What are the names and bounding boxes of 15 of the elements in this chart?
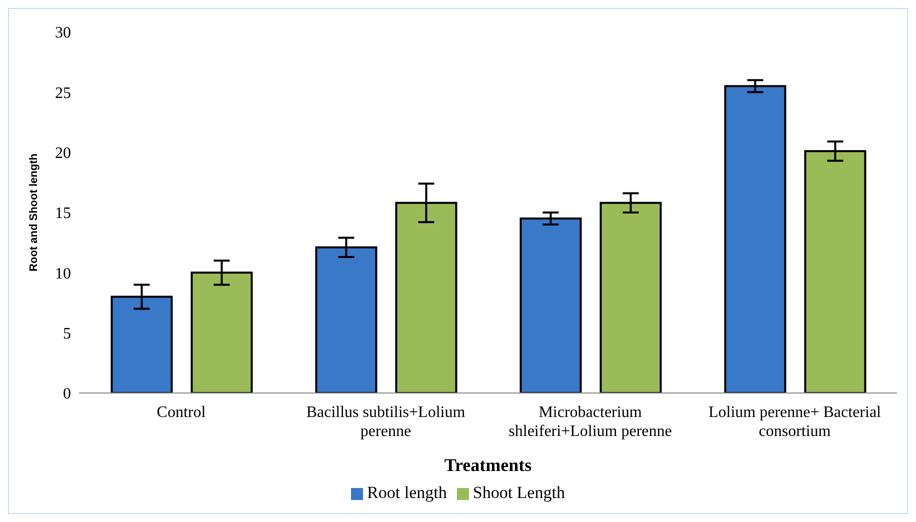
x-tick-label: Microbacterium shleiferi+Lolium perenne <box>508 404 672 440</box>
y-tick-label: 5 <box>63 326 71 343</box>
y-tick-label: 20 <box>55 145 71 162</box>
y-tick-label: 10 <box>55 265 71 282</box>
x-tick-label: Control <box>156 404 206 421</box>
y-axis-title: Root and Shoot length <box>28 153 40 272</box>
y-tick-label: 25 <box>55 84 71 102</box>
y-tick-label: 30 <box>55 24 71 42</box>
x-axis-title: Treatments <box>444 455 532 475</box>
legend-label: Root length <box>367 483 447 502</box>
x-tick-label: Lolium perenne+ Bacterial consortium <box>708 404 882 440</box>
legend-label: Shoot Length <box>472 483 565 502</box>
y-tick-label: 0 <box>63 386 71 403</box>
y-tick-label: 15 <box>55 205 71 222</box>
x-tick-label: Bacillus subtilis+Lolium perenne <box>306 404 466 440</box>
